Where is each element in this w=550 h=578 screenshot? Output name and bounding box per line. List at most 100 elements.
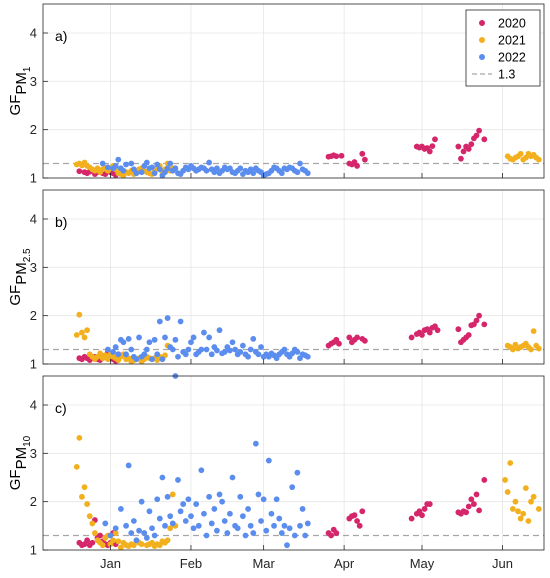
data-point bbox=[97, 350, 104, 357]
data-point bbox=[476, 507, 482, 514]
data-point bbox=[159, 356, 166, 363]
data-point bbox=[198, 467, 205, 474]
data-point bbox=[164, 537, 171, 544]
data-point bbox=[141, 351, 148, 358]
data-point bbox=[169, 520, 176, 527]
data-point bbox=[354, 518, 360, 524]
data-point bbox=[172, 336, 179, 343]
data-point bbox=[112, 344, 119, 350]
series-2022 bbox=[105, 315, 311, 363]
data-point bbox=[426, 501, 433, 507]
data-point bbox=[429, 143, 436, 150]
data-point bbox=[351, 512, 358, 519]
data-point bbox=[273, 496, 280, 503]
data-point bbox=[476, 312, 482, 319]
data-point bbox=[304, 353, 311, 360]
data-point bbox=[509, 346, 516, 353]
data-point bbox=[455, 326, 462, 333]
data-point bbox=[359, 150, 366, 157]
data-point bbox=[115, 156, 122, 163]
data-point bbox=[164, 493, 171, 500]
data-point bbox=[271, 522, 277, 529]
y-tick-label: 3 bbox=[30, 446, 37, 461]
data-point bbox=[234, 525, 241, 532]
y-tick-label: 4 bbox=[30, 212, 37, 227]
data-point bbox=[216, 491, 223, 498]
data-point bbox=[154, 496, 161, 503]
data-point bbox=[203, 346, 210, 353]
y-tick-label: 2 bbox=[30, 494, 37, 509]
data-point bbox=[89, 539, 96, 546]
y-axis-label: GFPM2.5 bbox=[7, 248, 33, 306]
data-point bbox=[164, 165, 171, 172]
data-point bbox=[112, 530, 119, 536]
data-point bbox=[112, 525, 119, 532]
data-point bbox=[115, 538, 122, 545]
data-point bbox=[227, 347, 233, 354]
data-point bbox=[190, 334, 197, 341]
data-point bbox=[354, 163, 360, 169]
data-point bbox=[250, 530, 257, 536]
data-point bbox=[138, 169, 145, 176]
data-point bbox=[481, 477, 488, 483]
data-point bbox=[304, 520, 311, 527]
data-point bbox=[473, 132, 480, 139]
x-tick-label: Feb bbox=[180, 556, 202, 571]
panel-label: a) bbox=[55, 28, 67, 44]
data-point bbox=[419, 332, 425, 338]
data-point bbox=[203, 167, 210, 174]
data-point bbox=[265, 457, 272, 464]
data-point bbox=[211, 506, 218, 512]
data-point bbox=[481, 321, 488, 328]
data-point bbox=[156, 515, 163, 522]
y-tick-label: 3 bbox=[30, 74, 37, 89]
data-point bbox=[133, 170, 140, 177]
x-tick-label: May bbox=[410, 556, 435, 571]
data-point bbox=[278, 530, 285, 536]
data-point bbox=[229, 474, 236, 481]
data-point bbox=[289, 484, 296, 491]
data-point bbox=[258, 518, 264, 524]
data-point bbox=[149, 525, 155, 532]
data-point bbox=[278, 170, 285, 177]
data-point bbox=[156, 318, 163, 325]
data-point bbox=[276, 515, 283, 522]
data-point bbox=[481, 136, 488, 143]
data-point bbox=[169, 491, 176, 498]
data-point bbox=[92, 530, 98, 536]
data-point bbox=[167, 160, 174, 167]
y-axis-label-subsub: 1 bbox=[22, 66, 33, 72]
y-axis-label-subsub: 2.5 bbox=[22, 248, 33, 262]
data-point bbox=[535, 156, 542, 163]
data-point bbox=[185, 346, 192, 353]
data-point bbox=[221, 518, 228, 524]
data-point bbox=[89, 520, 96, 527]
data-point bbox=[473, 317, 480, 324]
data-point bbox=[255, 491, 262, 498]
data-point bbox=[79, 329, 85, 336]
data-point bbox=[512, 498, 519, 505]
data-point bbox=[112, 163, 119, 169]
data-point bbox=[105, 164, 111, 171]
panel-label: b) bbox=[55, 214, 67, 230]
data-point bbox=[455, 143, 462, 150]
data-point bbox=[245, 353, 251, 360]
data-point bbox=[128, 530, 135, 536]
data-point bbox=[151, 170, 158, 177]
data-point bbox=[105, 356, 111, 363]
data-point bbox=[328, 532, 335, 539]
data-point bbox=[260, 496, 267, 503]
data-point bbox=[190, 525, 197, 532]
data-point bbox=[164, 315, 171, 321]
data-point bbox=[125, 462, 132, 469]
data-point bbox=[515, 508, 521, 515]
data-point bbox=[143, 159, 150, 166]
data-point bbox=[99, 542, 106, 549]
data-point bbox=[525, 518, 532, 524]
data-point bbox=[149, 356, 155, 363]
data-point bbox=[227, 510, 233, 517]
data-point bbox=[214, 527, 220, 534]
data-point bbox=[141, 530, 148, 536]
data-point bbox=[333, 153, 340, 160]
data-point bbox=[252, 440, 259, 447]
